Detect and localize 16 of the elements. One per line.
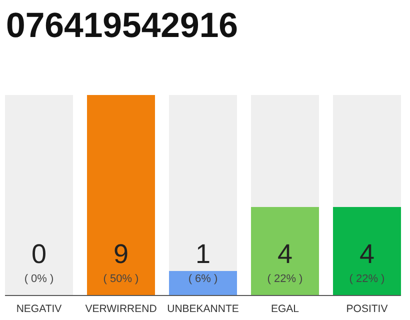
annotation: 4 <box>277 239 293 269</box>
x-tick-label: POSITIV <box>346 303 388 315</box>
data-label: ( 22% ) <box>349 273 385 285</box>
x-tick-label: NEGATIV <box>16 303 62 315</box>
data-label: ( 0% ) <box>24 273 54 285</box>
chart-title: 076419542916 <box>6 6 240 45</box>
data-label: ( 50% ) <box>103 273 139 285</box>
data-label: ( 22% ) <box>267 273 303 285</box>
data-label: ( 6% ) <box>188 273 218 285</box>
annotation: 0 <box>31 239 47 269</box>
x-tick-label: UNBEKANNTE <box>167 303 239 315</box>
annotation: 1 <box>195 239 211 269</box>
annotation: 9 <box>113 239 129 269</box>
x-tick-label: EGAL <box>270 303 300 315</box>
x-tick-label: VERWIRREND <box>85 303 158 315</box>
annotation: 4 <box>359 239 375 269</box>
